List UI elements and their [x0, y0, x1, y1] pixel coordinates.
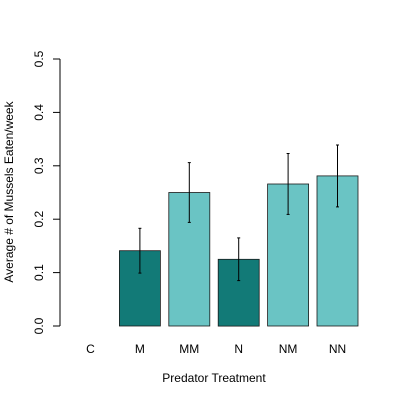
- x-tick-label: M: [135, 342, 145, 356]
- x-tick-label: MM: [179, 342, 199, 356]
- y-tick-label: 0.3: [32, 157, 46, 174]
- x-tick-label: NN: [329, 342, 346, 356]
- y-axis-label: Average # of Mussels Eaten/week: [2, 100, 16, 282]
- x-tick-label: C: [86, 342, 95, 356]
- y-tick-label: 0.1: [32, 264, 46, 281]
- y-axis: 0.0 0.1 0.2 0.3 0.4 0.5: [32, 50, 61, 334]
- error-bars-group: [138, 144, 339, 282]
- y-tick-label: 0.0: [32, 317, 46, 334]
- y-tick-label: 0.2: [32, 211, 46, 228]
- x-axis: C M MM N NM NN: [86, 342, 346, 356]
- y-tick-label: 0.5: [32, 50, 46, 67]
- x-tick-label: NM: [279, 342, 298, 356]
- y-tick-label: 0.4: [32, 104, 46, 121]
- x-tick-label: N: [234, 342, 243, 356]
- x-axis-label: Predator Treatment: [162, 371, 266, 385]
